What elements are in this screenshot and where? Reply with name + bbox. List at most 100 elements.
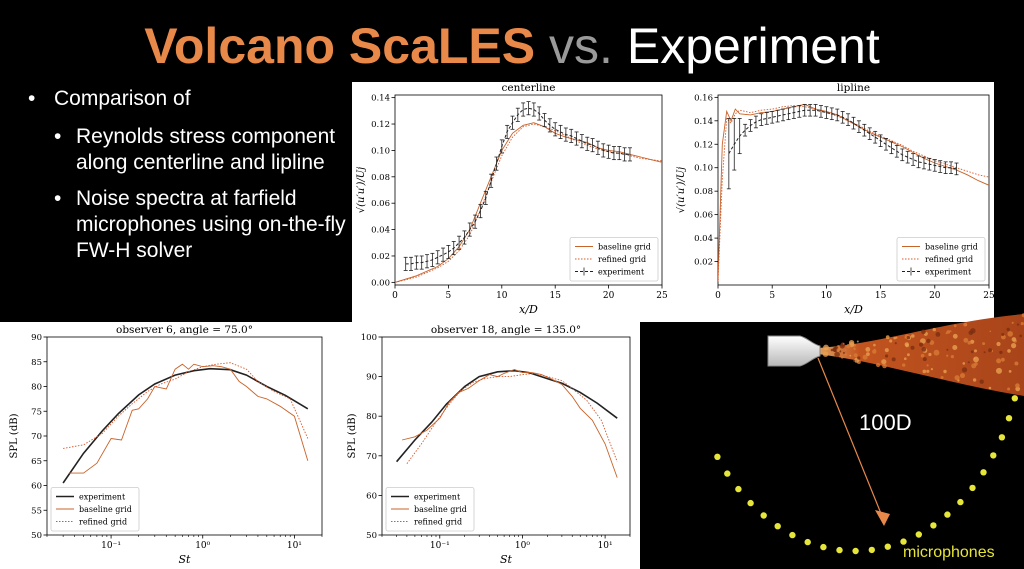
x-tick-label: 25 <box>656 291 668 301</box>
x-tick-label: 10¹ <box>287 541 302 551</box>
chart-legend: experiment baseline grid refined grid <box>50 487 140 532</box>
y-axis-label: SPL (dB) <box>9 413 20 458</box>
lipline-chart-svg: lipline 0 5 10 15 20 25 0.02 0.04 0.06 0.08 0.10 0.1… <box>676 82 994 316</box>
jet-microphone-diagram: 100D microphones <box>714 313 1024 561</box>
jet-speckle <box>996 358 1002 364</box>
jet-speckle <box>853 347 856 351</box>
series-line-baseline-grid <box>401 369 618 478</box>
jet-speckle <box>920 338 926 344</box>
jet-speckle <box>906 335 911 340</box>
chart-title: centerline <box>501 82 555 94</box>
y-tick-label: 60 <box>31 482 42 492</box>
y-tick-label: 70 <box>366 452 377 462</box>
x-tick-label: 0 <box>715 291 721 301</box>
jet-speckle <box>872 349 877 354</box>
jet-speckle <box>967 361 970 364</box>
x-tick-label: 10⁰ <box>195 541 210 551</box>
jet-speckle <box>932 327 936 332</box>
y-tick-label: 0.06 <box>694 211 713 221</box>
y-tick-label: 65 <box>31 457 42 467</box>
microphone-dot <box>998 434 1006 441</box>
jet-speckle <box>972 378 977 382</box>
microphone-dot <box>760 512 767 519</box>
plot-frame <box>381 336 631 536</box>
jet-speckle <box>926 369 930 373</box>
distance-arrow-line <box>817 357 883 517</box>
sub-bullet-reynolds: • Reynolds stress component along center… <box>28 124 373 176</box>
observer6-chart-svg: observer 6, angle = 75.0° 10⁻¹ 10⁰ 10¹ 50 55 6… <box>9 324 323 566</box>
jet-speckle <box>946 348 949 351</box>
x-axis-label: St <box>179 553 192 566</box>
microphone-dot <box>774 523 781 530</box>
jet-speckle <box>876 362 881 368</box>
y-tick-label: 55 <box>31 506 42 516</box>
jet-speckle <box>911 334 915 338</box>
x-tick-label: 10 <box>496 291 508 301</box>
bullet-glyph: • <box>28 87 36 110</box>
legend-label: refined grid <box>79 518 127 527</box>
x-axis-label: x/D <box>844 303 863 316</box>
chart-title: observer 6, angle = 75.0° <box>116 324 253 336</box>
jet-speckle <box>1006 327 1010 332</box>
jet-speckle <box>1011 321 1014 324</box>
jet-speckle <box>846 344 851 349</box>
y-tick-label: 0.00 <box>371 278 390 288</box>
y-tick-label: 75 <box>31 407 42 417</box>
jet-speckle <box>919 342 924 347</box>
jet-speckle <box>1021 313 1024 318</box>
jet-speckle <box>971 363 977 369</box>
jet-speckle <box>988 348 993 353</box>
x-tick-label: 15 <box>549 291 561 301</box>
y-tick-label: 0.02 <box>371 252 390 262</box>
title-experiment: Experiment <box>626 18 880 74</box>
legend-label: baseline grid <box>598 243 651 252</box>
legend-box <box>569 237 659 282</box>
microphone-dot <box>980 469 987 476</box>
jet-speckle <box>853 353 858 358</box>
jet-speckle <box>1016 323 1020 326</box>
bullet-glyph: • <box>54 187 62 210</box>
y-tick-label: 0.08 <box>694 187 713 197</box>
jet-speckle <box>893 336 896 340</box>
jet-speckle <box>928 352 932 357</box>
jet-speckle <box>920 353 925 358</box>
jet-speckle <box>885 335 890 340</box>
jet-speckle <box>1007 387 1011 391</box>
y-axis-label: SPL (dB) <box>347 413 358 458</box>
jet-speckle <box>836 348 841 352</box>
y-tick-label: 60 <box>366 491 377 501</box>
microphone-dot <box>900 538 907 545</box>
jet-speckle <box>1007 331 1013 337</box>
jet-speckle <box>1001 333 1005 336</box>
jet-speckle <box>933 349 940 356</box>
jet-speckle <box>1015 383 1020 388</box>
jet-speckle <box>1019 334 1023 338</box>
jet-speckle <box>979 379 984 384</box>
legend-label: experiment <box>925 268 972 277</box>
chart-legend: baseline grid refined grid experiment <box>569 237 659 282</box>
chart-title: lipline <box>837 82 870 94</box>
microphones-label: microphones <box>903 544 995 561</box>
y-tick-label: 80 <box>31 383 42 393</box>
microphone-dot <box>884 543 891 550</box>
jet-speckle <box>881 359 887 365</box>
jet-speckle <box>866 352 870 356</box>
jet-speckle <box>1011 343 1017 349</box>
y-tick-label: 0.02 <box>694 258 713 268</box>
jet-speckle <box>967 341 972 345</box>
jet-speckle <box>999 350 1003 355</box>
microphone-dot <box>990 452 997 459</box>
jet-speckle <box>895 336 898 339</box>
x-tick-label: 15 <box>875 291 887 301</box>
jet-speckle <box>926 338 931 344</box>
y-axis-label: √(u′u′)/Uj <box>356 167 367 214</box>
microphone-dot <box>868 546 875 554</box>
y-tick-label: 0.14 <box>371 94 390 104</box>
x-axis-label: x/D <box>519 303 538 316</box>
y-tick-label: 50 <box>366 531 377 541</box>
jet-speckle <box>983 351 986 354</box>
jet-speckle <box>961 367 968 373</box>
y-tick-label: 85 <box>31 358 42 368</box>
jet-speckle <box>856 340 859 343</box>
x-tick-label: 0 <box>392 291 398 301</box>
